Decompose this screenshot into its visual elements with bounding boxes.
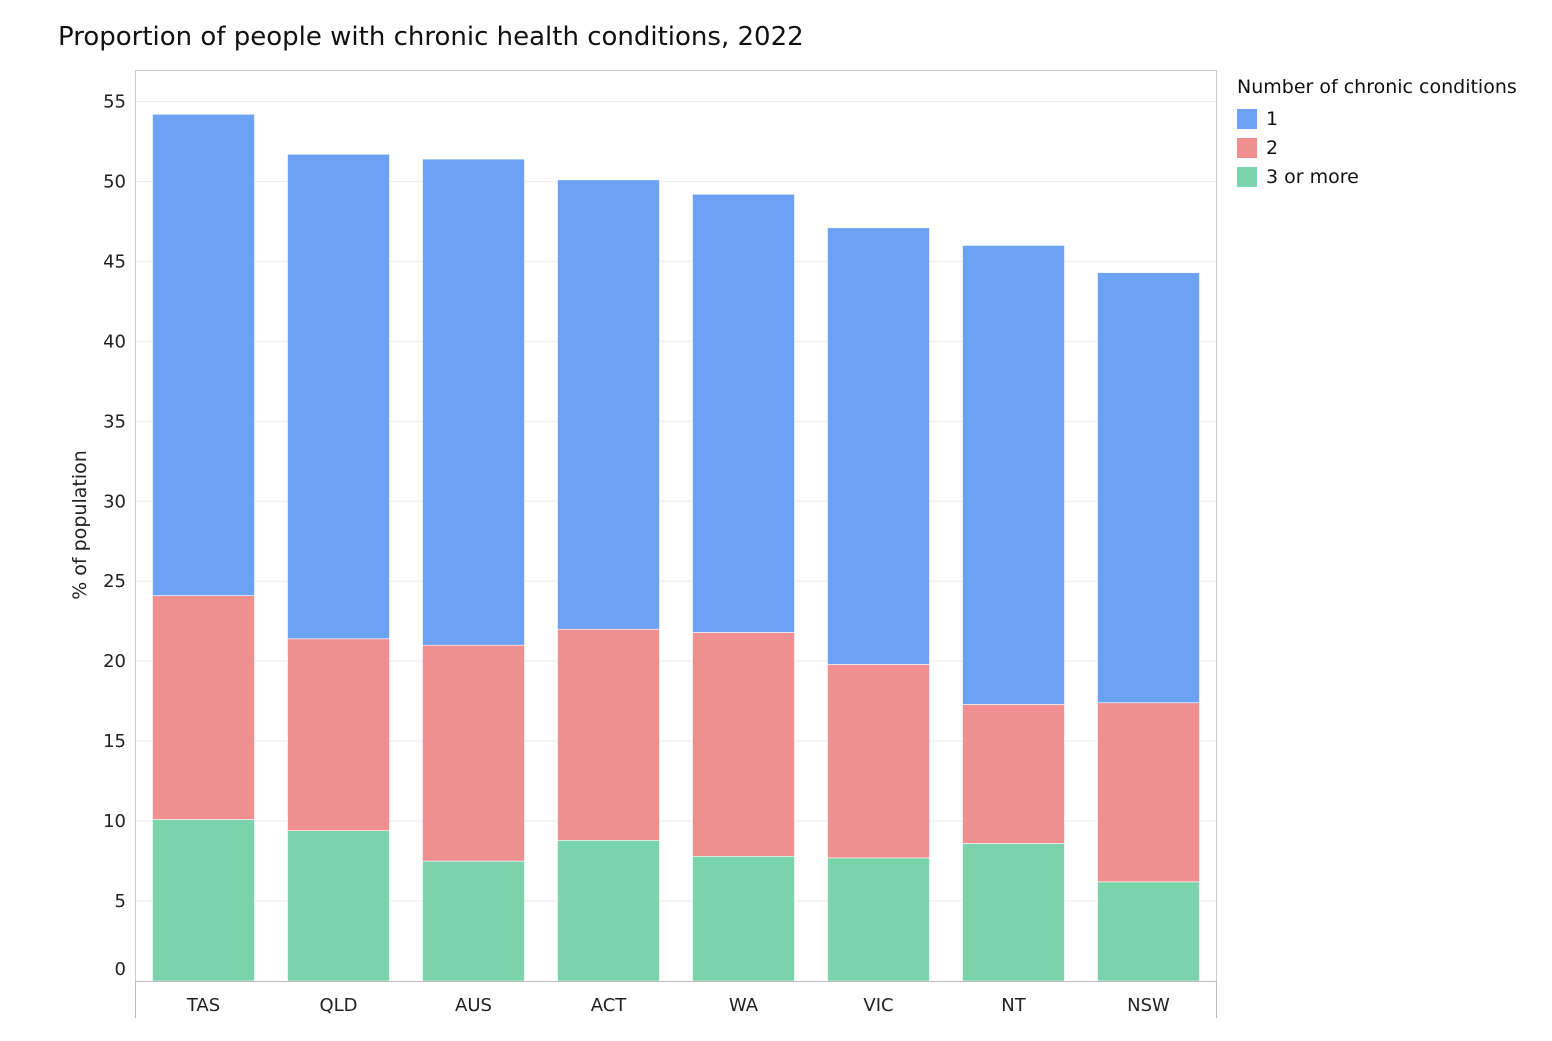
y-axis-ticks: 0 5 10 15 20 25 30 35 40 45 50 55 bbox=[103, 92, 126, 981]
x-tick-label-tas: TAS bbox=[186, 995, 220, 1016]
x-tick-label-vic: VIC bbox=[863, 995, 893, 1016]
bar-aus-2 bbox=[422, 644, 525, 862]
bars bbox=[152, 113, 1200, 982]
chart-title: Proportion of people with chronic health… bbox=[58, 22, 804, 52]
y-tick-label-20: 20 bbox=[103, 651, 126, 672]
legend: Number of chronic conditions 1 2 3 or mo… bbox=[1237, 76, 1517, 191]
x-tick-label-nt: NT bbox=[1001, 995, 1026, 1016]
legend-swatch-3-or-more bbox=[1237, 166, 1257, 187]
x-tick-label-wa: WA bbox=[729, 995, 759, 1016]
x-axis-ticks: TAS QLD AUS ACT WA VIC NT NSW bbox=[186, 995, 1170, 1016]
legend-swatch-1 bbox=[1237, 108, 1257, 129]
bar-qld-2 bbox=[287, 638, 390, 831]
legend-item-1: 1 bbox=[1237, 104, 1517, 133]
bar-tas-1 bbox=[152, 113, 255, 596]
y-tick-label-15: 15 bbox=[103, 731, 126, 752]
bar-qld-3-or-more bbox=[287, 830, 390, 982]
bar-aus-3-or-more bbox=[422, 860, 525, 982]
y-tick-label-45: 45 bbox=[103, 251, 126, 272]
y-tick-label-10: 10 bbox=[103, 811, 126, 832]
legend-swatch-2 bbox=[1237, 137, 1257, 158]
legend-label-3-or-more: 3 or more bbox=[1266, 165, 1359, 188]
bar-nt-2 bbox=[962, 704, 1065, 844]
y-axis-title: % of population bbox=[69, 450, 91, 600]
bar-qld-1 bbox=[287, 153, 390, 640]
bar-wa-2 bbox=[692, 632, 795, 857]
bar-tas-3-or-more bbox=[152, 819, 255, 982]
bar-tas-2 bbox=[152, 595, 255, 820]
bar-vic-3-or-more bbox=[827, 857, 930, 982]
bar-wa-1 bbox=[692, 193, 795, 633]
bar-act-1 bbox=[557, 179, 660, 630]
legend-label-2: 2 bbox=[1266, 136, 1279, 159]
bar-vic-2 bbox=[827, 664, 930, 859]
bar-nsw-3-or-more bbox=[1097, 881, 1200, 982]
y-tick-label-5: 5 bbox=[115, 891, 126, 912]
y-tick-label-40: 40 bbox=[103, 331, 126, 352]
y-tick-label-55: 55 bbox=[103, 92, 126, 113]
y-tick-label-0: 0 bbox=[115, 959, 126, 980]
legend-title: Number of chronic conditions bbox=[1237, 76, 1517, 98]
bar-nsw-2 bbox=[1097, 702, 1200, 883]
bar-nt-3-or-more bbox=[962, 843, 1065, 982]
x-tick-label-act: ACT bbox=[591, 995, 628, 1016]
bar-aus-1 bbox=[422, 158, 525, 646]
bar-wa-3-or-more bbox=[692, 855, 795, 982]
x-tick-label-aus: AUS bbox=[455, 995, 492, 1016]
x-tick-label-qld: QLD bbox=[319, 995, 357, 1016]
bar-act-3-or-more bbox=[557, 839, 660, 982]
legend-item-2: 2 bbox=[1237, 133, 1517, 162]
legend-item-3-or-more: 3 or more bbox=[1237, 162, 1517, 191]
y-tick-label-50: 50 bbox=[103, 171, 126, 192]
y-tick-label-35: 35 bbox=[103, 411, 126, 432]
legend-label-1: 1 bbox=[1266, 107, 1279, 130]
bar-vic-1 bbox=[827, 227, 930, 665]
bar-nt-1 bbox=[962, 245, 1065, 705]
bar-nsw-1 bbox=[1097, 272, 1200, 704]
x-tick-label-nsw: NSW bbox=[1127, 995, 1170, 1016]
bar-act-2 bbox=[557, 628, 660, 841]
y-tick-label-25: 25 bbox=[103, 571, 126, 592]
y-tick-label-30: 30 bbox=[103, 491, 126, 512]
